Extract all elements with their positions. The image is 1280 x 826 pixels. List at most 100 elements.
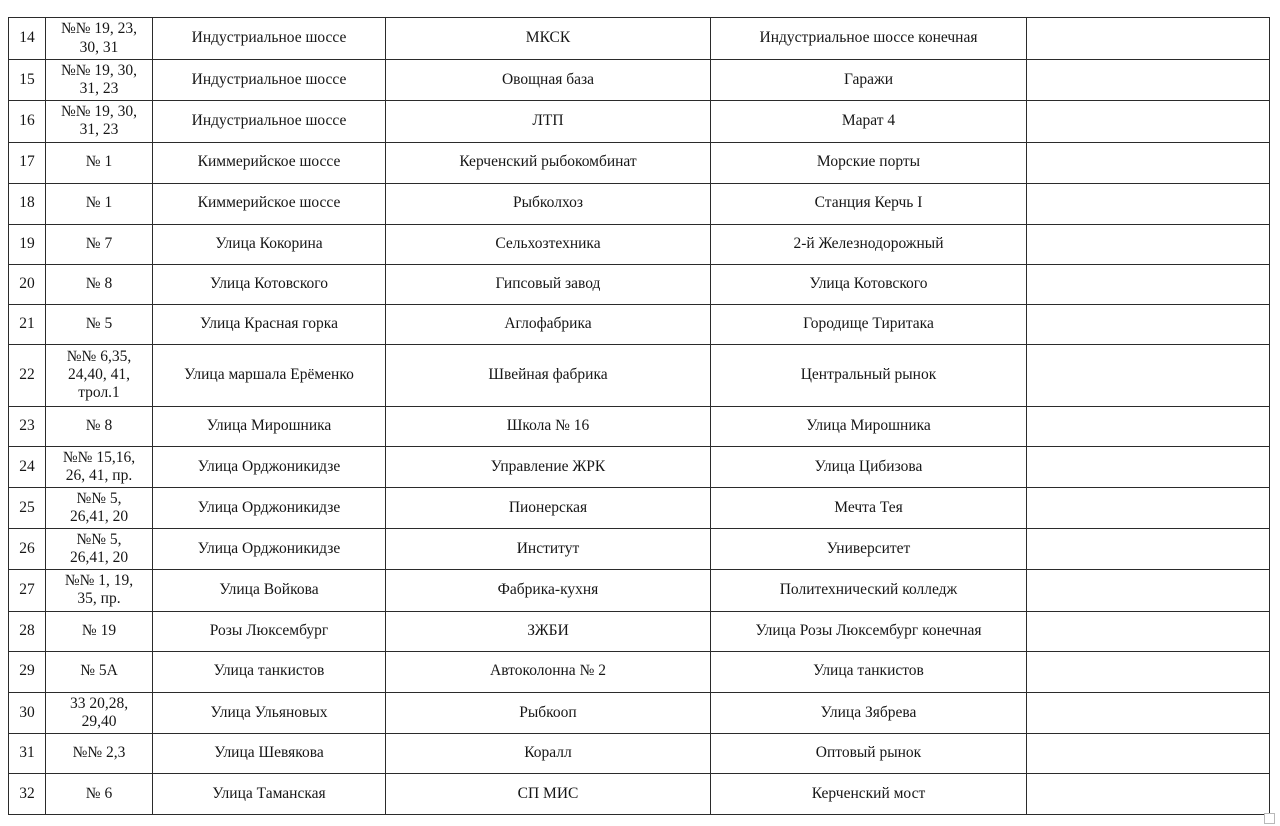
notes-cell xyxy=(1026,223,1270,265)
notes-cell xyxy=(1026,732,1270,774)
table-row: 31 №№ 2,3 Улица Шевякова Коралл Оптовый рыно… xyxy=(8,732,1270,774)
row-number-cell: 25 xyxy=(8,486,46,530)
stop-name-cell: Школа № 16 xyxy=(385,405,711,447)
notes-cell xyxy=(1026,303,1270,345)
table-row: 18 № 1 Киммерийское шоссе Рыбколхоз Станция … xyxy=(8,182,1270,225)
table-row: 28 № 19 Розы Люксембург ЗЖБИ Улица Розы Люкс… xyxy=(8,610,1270,652)
street-name-cell: Улица Войкова xyxy=(152,569,386,612)
stop-name-cell: Пионерская xyxy=(385,486,711,530)
table-row: 32 № 6 Улица Таманская СП МИС Керченский мос… xyxy=(8,772,1270,815)
route-numbers-cell: №№ 19, 30, 31, 23 xyxy=(45,100,153,143)
street-name-cell: Улица Орджоникидзе xyxy=(152,486,386,530)
row-number-cell: 27 xyxy=(8,569,46,612)
notes-cell xyxy=(1026,569,1270,612)
row-number-cell: 18 xyxy=(8,182,46,225)
row-number-cell: 16 xyxy=(8,100,46,143)
stop-name-cell: Аглофабрика xyxy=(385,303,711,345)
destination-cell: Улица Зябрева xyxy=(710,691,1027,734)
destination-cell: Гаражи xyxy=(710,58,1027,102)
stop-name-cell: СП МИС xyxy=(385,772,711,815)
row-number-cell: 26 xyxy=(8,527,46,571)
notes-cell xyxy=(1026,445,1270,488)
table-resize-handle[interactable] xyxy=(1264,813,1275,824)
row-number-cell: 30 xyxy=(8,691,46,734)
row-number-cell: 14 xyxy=(8,17,46,60)
row-number-cell: 32 xyxy=(8,772,46,815)
street-name-cell: Индустриальное шоссе xyxy=(152,100,386,143)
destination-cell: Морские порты xyxy=(710,141,1027,184)
route-numbers-cell: №№ 5, 26,41, 20 xyxy=(45,527,153,571)
street-name-cell: Улица танкистов xyxy=(152,650,386,693)
table-row: 20 № 8 Улица Котовского Гипсовый завод Улица… xyxy=(8,263,1270,305)
notes-cell xyxy=(1026,772,1270,815)
route-numbers-cell: № 5А xyxy=(45,650,153,693)
table-row: 21 № 5 Улица Красная горка Аглофабрика Город… xyxy=(8,303,1270,345)
notes-cell xyxy=(1026,17,1270,60)
row-number-cell: 29 xyxy=(8,650,46,693)
table-row: 30 33 20,28, 29,40 Улица Ульяновых Рыбкооп У… xyxy=(8,691,1270,734)
street-name-cell: Киммерийское шоссе xyxy=(152,182,386,225)
destination-cell: Мечта Тея xyxy=(710,486,1027,530)
stop-name-cell: Сельхозтехника xyxy=(385,223,711,265)
row-number-cell: 17 xyxy=(8,141,46,184)
notes-cell xyxy=(1026,691,1270,734)
route-numbers-cell: №№ 19, 30, 31, 23 xyxy=(45,58,153,102)
table-row: 27 №№ 1, 19, 35, пр. Улица Войкова Фабрика-… xyxy=(8,569,1270,612)
table-row: 23 № 8 Улица Мирошника Школа № 16 Улица Миро… xyxy=(8,405,1270,447)
notes-cell xyxy=(1026,610,1270,652)
street-name-cell: Улица Орджоникидзе xyxy=(152,527,386,571)
street-name-cell: Улица Ульяновых xyxy=(152,691,386,734)
notes-cell xyxy=(1026,100,1270,143)
row-number-cell: 31 xyxy=(8,732,46,774)
row-number-cell: 20 xyxy=(8,263,46,305)
route-numbers-cell: № 1 xyxy=(45,182,153,225)
street-name-cell: Улица маршала Ерёменко xyxy=(152,343,386,407)
stop-name-cell: Управление ЖРК xyxy=(385,445,711,488)
notes-cell xyxy=(1026,527,1270,571)
stop-name-cell: Рыбколхоз xyxy=(385,182,711,225)
destination-cell: Марат 4 xyxy=(710,100,1027,143)
route-numbers-cell: № 8 xyxy=(45,405,153,447)
stop-name-cell: Институт xyxy=(385,527,711,571)
street-name-cell: Индустриальное шоссе xyxy=(152,58,386,102)
route-numbers-cell: № 6 xyxy=(45,772,153,815)
stop-name-cell: Гипсовый завод xyxy=(385,263,711,305)
stop-name-cell: Фабрика-кухня xyxy=(385,569,711,612)
stop-name-cell: Керченский рыбокомбинат xyxy=(385,141,711,184)
route-numbers-cell: № 5 xyxy=(45,303,153,345)
notes-cell xyxy=(1026,58,1270,102)
stop-name-cell: ЗЖБИ xyxy=(385,610,711,652)
route-numbers-cell: №№ 1, 19, 35, пр. xyxy=(45,569,153,612)
table-row: 24 №№ 15,16, 26, 41, пр. Улица Орджоникидз… xyxy=(8,445,1270,488)
stop-name-cell: МКСК xyxy=(385,17,711,60)
destination-cell: Керченский мост xyxy=(710,772,1027,815)
street-name-cell: Улица Мирошника xyxy=(152,405,386,447)
row-number-cell: 21 xyxy=(8,303,46,345)
destination-cell: Центральный рынок xyxy=(710,343,1027,407)
destination-cell: Оптовый рынок xyxy=(710,732,1027,774)
route-numbers-cell: №№ 15,16, 26, 41, пр. xyxy=(45,445,153,488)
stop-name-cell: Рыбкооп xyxy=(385,691,711,734)
notes-cell xyxy=(1026,182,1270,225)
notes-cell xyxy=(1026,486,1270,530)
destination-cell: Улица Мирошника xyxy=(710,405,1027,447)
stop-name-cell: Швейная фабрика xyxy=(385,343,711,407)
street-name-cell: Улица Красная горка xyxy=(152,303,386,345)
route-numbers-cell: № 19 xyxy=(45,610,153,652)
destination-cell: Политехнический колледж xyxy=(710,569,1027,612)
route-numbers-cell: № 8 xyxy=(45,263,153,305)
row-number-cell: 23 xyxy=(8,405,46,447)
row-number-cell: 15 xyxy=(8,58,46,102)
street-name-cell: Улица Таманская xyxy=(152,772,386,815)
route-numbers-cell: №№ 5, 26,41, 20 xyxy=(45,486,153,530)
table-row: 29 № 5А Улица танкистов Автоколонна № 2 Улиц… xyxy=(8,650,1270,693)
row-number-cell: 24 xyxy=(8,445,46,488)
street-name-cell: Розы Люксембург xyxy=(152,610,386,652)
route-numbers-cell: 33 20,28, 29,40 xyxy=(45,691,153,734)
notes-cell xyxy=(1026,650,1270,693)
street-name-cell: Улица Котовского xyxy=(152,263,386,305)
table-body: 14 №№ 19, 23, 30, 31 Индустриальное шоссе М… xyxy=(8,17,1270,815)
street-name-cell: Индустриальное шоссе xyxy=(152,17,386,60)
table-row: 26 №№ 5, 26,41, 20 Улица Орджоникидзе Инсти… xyxy=(8,527,1270,571)
notes-cell xyxy=(1026,405,1270,447)
